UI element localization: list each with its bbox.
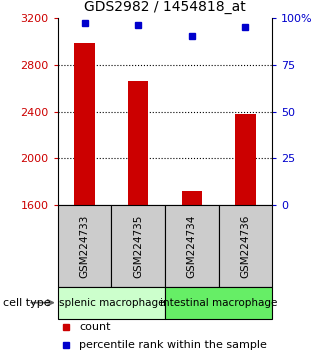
Bar xyxy=(182,191,202,205)
Bar xyxy=(58,205,112,287)
Text: GSM224735: GSM224735 xyxy=(133,214,143,278)
Text: count: count xyxy=(79,322,111,332)
Text: GSM224734: GSM224734 xyxy=(187,214,197,278)
Text: intestinal macrophage: intestinal macrophage xyxy=(160,298,277,308)
Bar xyxy=(112,205,165,287)
Bar xyxy=(165,205,218,287)
Text: percentile rank within the sample: percentile rank within the sample xyxy=(79,340,267,350)
Bar xyxy=(74,44,95,205)
Bar xyxy=(128,81,148,205)
Bar xyxy=(235,114,256,205)
Title: GDS2982 / 1454818_at: GDS2982 / 1454818_at xyxy=(84,0,246,14)
Text: GSM224733: GSM224733 xyxy=(80,214,89,278)
Bar xyxy=(218,205,272,287)
Text: GSM224736: GSM224736 xyxy=(241,214,250,278)
Bar xyxy=(58,287,165,319)
Text: cell type: cell type xyxy=(3,298,51,308)
Text: splenic macrophage: splenic macrophage xyxy=(59,298,164,308)
Bar xyxy=(165,287,272,319)
